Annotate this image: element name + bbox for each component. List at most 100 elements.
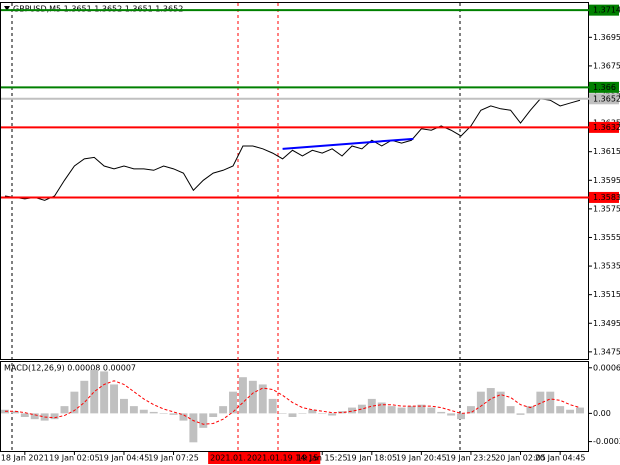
macd-bar	[20, 413, 29, 417]
x-tick-label: 20 Jan 04:45	[535, 454, 586, 463]
price-level-label: 1.3583	[593, 193, 620, 202]
macd-bar	[139, 409, 148, 414]
price-level-label: 1.3652	[593, 94, 620, 103]
macd-bar	[129, 406, 138, 414]
price-level-box	[589, 4, 619, 16]
x-tick-label: 2021.01.19	[210, 454, 256, 463]
x-tick-label: 19 Jan 04:45	[99, 454, 150, 463]
macd-bar	[466, 406, 475, 414]
y-tick-label: 1.3595	[593, 176, 620, 185]
macd-bar	[407, 406, 416, 414]
macd-bar	[100, 371, 109, 414]
macd-bar	[566, 409, 575, 414]
y-tick-label: 1.3475	[593, 347, 620, 356]
macd-bar	[536, 391, 545, 414]
macd-bar	[437, 411, 446, 414]
macd-bar	[219, 406, 228, 414]
macd-bar	[486, 388, 495, 414]
macd-bar	[338, 411, 347, 414]
macd-bar	[367, 398, 376, 414]
price-level-box	[589, 81, 619, 93]
x-tick-label: 19 Jan 02:05	[49, 454, 100, 463]
price-panel-frame	[0, 2, 589, 360]
x-tick-label: 20 Jan 02:05	[495, 454, 546, 463]
y-tick-label: 1.3535	[593, 262, 620, 271]
macd-bar	[120, 398, 128, 414]
macd-bar	[199, 413, 208, 428]
macd-bar	[70, 391, 79, 414]
macd-bar	[90, 369, 99, 414]
y-tick-label: 1.3555	[593, 233, 620, 242]
x-tick-label: 2021.01.19 14:15	[247, 454, 318, 463]
y-tick-label: 1.3675	[593, 61, 620, 70]
macd-bar	[110, 384, 119, 414]
macd-bar	[506, 406, 515, 414]
macd-bar	[516, 413, 525, 415]
chart-title: GBPUSD,M5 1.3651 1.3652 1.3651 1.3652	[13, 5, 183, 14]
macd-bar	[258, 384, 267, 414]
macd-bar	[288, 413, 297, 417]
macd-bar	[50, 413, 59, 420]
price-level-box	[589, 191, 619, 203]
macd-bar	[248, 380, 257, 414]
price-line	[5, 380, 581, 425]
price-level-box	[589, 121, 619, 133]
macd-bar	[318, 413, 327, 414]
macd-bar	[526, 406, 535, 414]
x-tick-label: 19 Jan 15:25	[297, 454, 348, 463]
macd-bar	[308, 409, 317, 414]
macd-bar	[278, 413, 287, 414]
macd-bar	[159, 413, 168, 414]
x-tick-label: 18 Jan 2021	[1, 454, 49, 463]
macd-bar	[496, 391, 505, 414]
macd-bar	[397, 407, 406, 414]
y-tick-label: 1.3575	[593, 204, 620, 213]
macd-bar	[238, 377, 247, 414]
x-tick-highlight	[244, 452, 321, 464]
y-tick-label: 1.3495	[593, 319, 620, 328]
macd-bar	[60, 406, 69, 414]
trendline	[282, 137, 414, 150]
macd-bar	[447, 413, 456, 416]
x-tick-label: 19 Jan 20:45	[396, 454, 447, 463]
price-level-label: 1.3632	[593, 123, 620, 132]
macd-bar	[427, 407, 436, 414]
macd-bar	[476, 391, 485, 414]
macd-bar	[80, 380, 89, 414]
price-level-label: 1.3714	[593, 6, 620, 15]
macd-bar	[387, 406, 396, 414]
y-tick-label: 1.3695	[593, 33, 620, 42]
macd-bar	[209, 413, 218, 417]
x-tick-label: 19 Jan 07:25	[148, 454, 199, 463]
macd-bar	[268, 398, 277, 414]
y-tick-label: -0.00039	[593, 437, 620, 446]
macd-bar	[546, 391, 555, 414]
period-separators	[11, 3, 461, 451]
macd-bar	[377, 402, 386, 414]
macd-bar	[149, 411, 158, 414]
macd-bar	[298, 413, 307, 414]
macd-bar	[328, 413, 337, 416]
macd-bar	[229, 391, 237, 414]
x-tick-label: 19 Jan 18:05	[346, 454, 397, 463]
macd-bar	[576, 407, 584, 414]
y-tick-label: 1.3515	[593, 290, 620, 299]
x-tick-label: 19 Jan 23:25	[446, 454, 497, 463]
macd-bar	[169, 413, 178, 415]
macd-title: MACD(12,26,9) 0.00008 0.00007	[4, 364, 136, 373]
macd-bar	[10, 411, 19, 414]
y-tick-label: 0.00063	[593, 363, 620, 372]
price-line	[4, 98, 581, 201]
macd-bar	[179, 413, 188, 421]
macd-bar	[457, 413, 465, 420]
y-tick-label: 1.3615	[593, 147, 620, 156]
macd-bar	[417, 404, 426, 414]
macd-bar	[357, 404, 366, 414]
y-tick-label: 0.00	[593, 409, 611, 418]
macd-bar	[348, 407, 356, 414]
price-level-box	[589, 93, 619, 105]
price-level-label: 1.366	[593, 83, 616, 92]
collapse-arrow	[4, 6, 10, 11]
macd-bar	[189, 413, 198, 443]
